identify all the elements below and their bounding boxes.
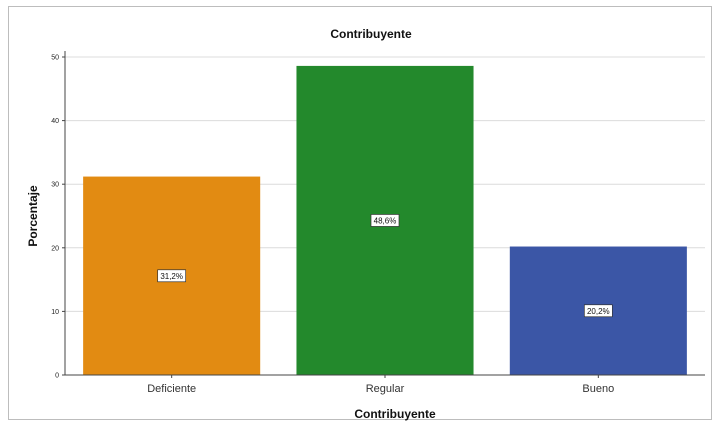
chart-frame: Contribuyente Porcentaje Contribuyente 3… — [8, 6, 712, 421]
data-label: 31,2% — [160, 272, 183, 281]
data-label-box — [370, 214, 400, 227]
y-tick-label: 20 — [51, 245, 59, 252]
y-axis-title: Porcentaje — [26, 185, 40, 247]
x-axis-title: Contribuyente — [354, 407, 436, 421]
chart-title: Contribuyente — [330, 27, 412, 41]
y-tick-label: 50 — [51, 55, 59, 62]
axes: 0 10 20 30 40 50 Deficiente Regular Bueno — [51, 51, 705, 395]
x-tick-label: Regular — [366, 383, 405, 395]
x-tick-label: Bueno — [582, 383, 614, 395]
y-tick-label: 40 — [51, 118, 59, 125]
x-tick-label: Deficiente — [147, 383, 196, 395]
data-label: 20,2% — [587, 307, 610, 316]
data-label: 48,6% — [374, 216, 397, 225]
data-labels: 31,2% 48,6% 20,2% — [157, 214, 613, 318]
y-tick-label: 0 — [55, 373, 59, 380]
y-tick-label: 30 — [51, 182, 59, 189]
data-label-box — [583, 304, 613, 318]
y-tick-label: 10 — [51, 309, 59, 316]
data-label-box — [157, 269, 187, 283]
chart-svg: Contribuyente Porcentaje Contribuyente 3… — [26, 27, 705, 421]
